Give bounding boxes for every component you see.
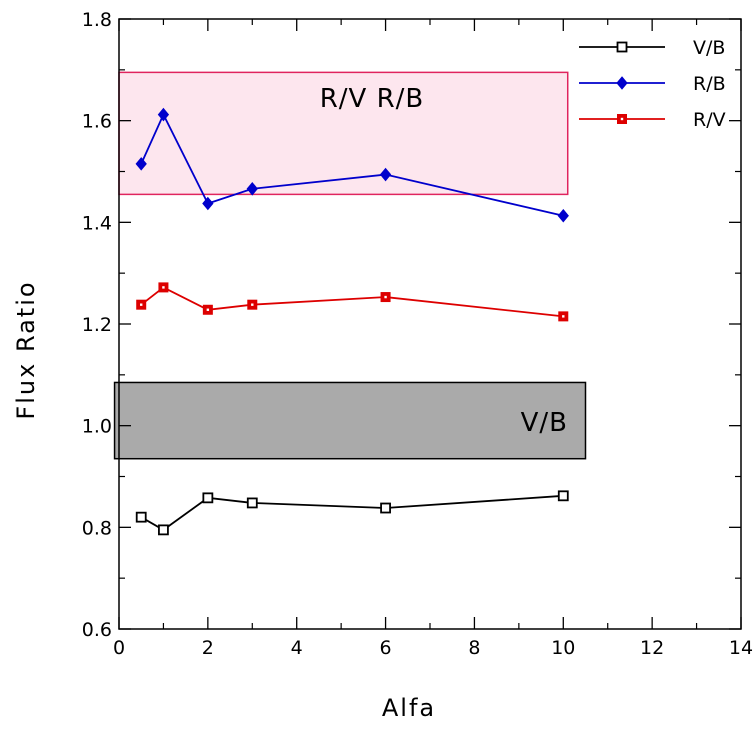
data-point [558, 210, 568, 222]
data-point [248, 498, 257, 507]
x-axis-title: Alfa [382, 694, 436, 722]
y-tick-label: 1.4 [82, 212, 112, 234]
y-axis-title: Flux Ratio [12, 280, 40, 419]
x-tick-label: 0 [113, 637, 125, 659]
legend-marker [618, 43, 627, 52]
data-point [203, 198, 213, 210]
band-label-rv-rb: R/V R/B [320, 84, 425, 114]
y-tick-label: 0.8 [82, 517, 112, 539]
legend-marker-center [621, 118, 623, 120]
x-tick-label: 8 [468, 637, 480, 659]
band-1 [115, 382, 586, 458]
data-point-center [562, 315, 564, 317]
x-tick-label: 12 [640, 637, 664, 659]
legend-label: R/B [693, 73, 726, 95]
data-point [381, 504, 390, 513]
legend-label: V/B [693, 37, 725, 59]
series-v-b [137, 491, 568, 534]
bands-layer: R/V R/B V/B [115, 72, 586, 458]
legend-marker [617, 77, 627, 89]
data-point [559, 491, 568, 500]
data-point [159, 525, 168, 534]
legend-entry: R/V [579, 109, 726, 131]
data-point-center [207, 309, 209, 311]
data-point-center [140, 303, 142, 305]
legend-label: R/V [693, 109, 726, 131]
data-point-center [162, 286, 164, 288]
x-tick-label: 2 [202, 637, 214, 659]
legend-entry: V/B [579, 37, 725, 59]
legend-entry: R/B [579, 73, 726, 95]
x-tick-label: 4 [291, 637, 303, 659]
band-label-vb: V/B [521, 408, 568, 438]
y-tick-label: 1.6 [82, 111, 112, 133]
y-tick-label: 1.0 [82, 416, 112, 438]
x-tick-label: 6 [380, 637, 392, 659]
data-point [137, 513, 146, 522]
data-point-center [251, 303, 253, 305]
data-point [203, 493, 212, 502]
series-r-v [137, 283, 568, 321]
y-tick-label: 1.2 [82, 314, 112, 336]
y-tick-label: 0.6 [82, 619, 112, 641]
y-tick-label: 1.8 [82, 9, 112, 31]
data-point-center [384, 296, 386, 298]
x-tick-label: 14 [729, 637, 753, 659]
x-tick-label: 10 [551, 637, 575, 659]
legend: V/B R/B R/V [579, 37, 726, 131]
